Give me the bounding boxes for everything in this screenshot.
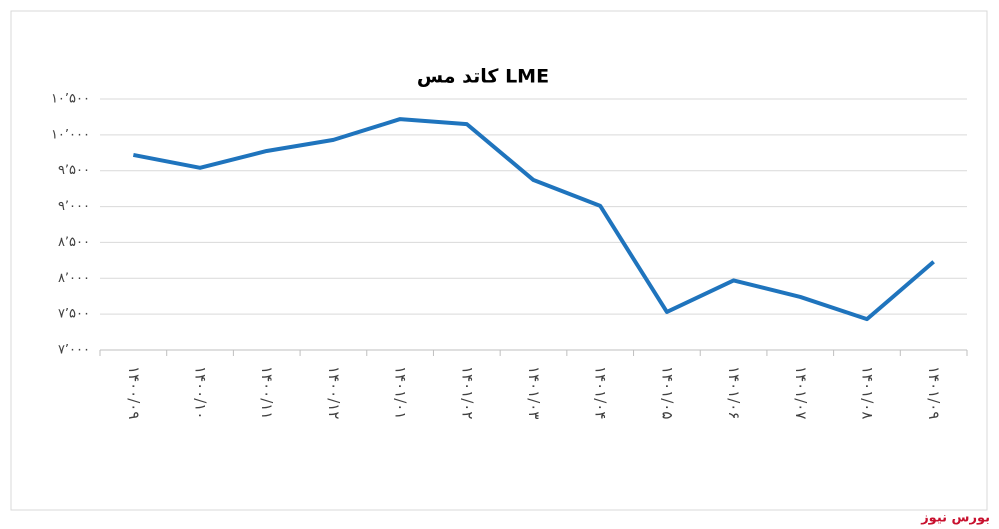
y-tick-label: ۹٬۵۰۰ (58, 163, 90, 178)
line-series (132, 117, 935, 322)
y-tick-label: ۹٬۰۰۰ (58, 199, 90, 214)
x-tick-label: ۱۴۰۰/۱۲ (325, 366, 343, 419)
chart-title: کاتد مس LME (417, 66, 549, 88)
y-tick-label: ۷٬۰۰۰ (58, 343, 90, 358)
y-tick-label: ۸٬۰۰۰ (58, 271, 90, 286)
x-tick-label: ۱۴۰۱/۰۹ (925, 366, 943, 419)
x-tick-label: ۱۴۰۱/۰۵ (658, 366, 676, 419)
y-tick-label: ۸٬۵۰۰ (58, 235, 90, 250)
x-tick-label: ۱۴۰۰/۱۱ (258, 366, 276, 419)
watermark: بورس نیوز (920, 511, 990, 526)
x-tick-label: ۱۴۰۱/۰۷ (792, 366, 810, 419)
x-tick-label: ۱۴۰۱/۰۱ (392, 366, 410, 419)
y-tick-label: ۱۰٬۵۰۰ (51, 92, 90, 107)
x-tick-label: ۱۴۰۱/۰۲ (458, 366, 476, 419)
x-tick-label: ۱۴۰۱/۰۸ (858, 366, 876, 419)
x-tick-label: ۱۴۰۰/۰۹ (125, 366, 143, 419)
x-tick-label: ۱۴۰۰/۱۰ (192, 366, 210, 419)
y-tick-label: ۱۰٬۰۰۰ (51, 127, 90, 142)
chart-frame (10, 10, 988, 511)
y-tick-label: ۷٬۵۰۰ (58, 307, 90, 322)
x-tick-label: ۱۴۰۱/۰۳ (525, 366, 543, 419)
x-tick-label: ۱۴۰۱/۰۶ (725, 366, 743, 419)
x-tick-label: ۱۴۰۱/۰۴ (592, 366, 610, 419)
